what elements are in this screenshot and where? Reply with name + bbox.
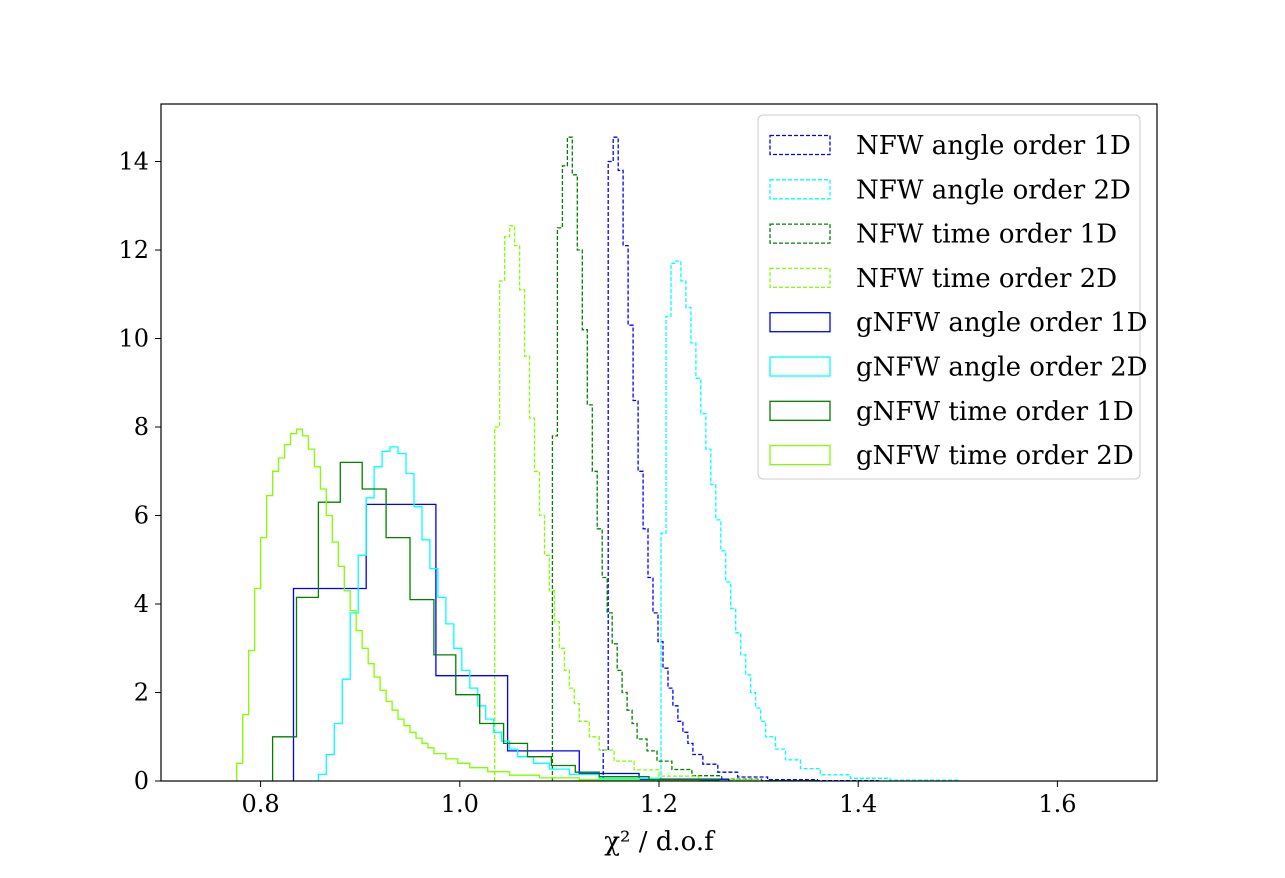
legend-label: gNFW time order 1D (856, 397, 1134, 427)
legend-entry-gnfw-time-order-2d: gNFW time order 2D (769, 441, 1134, 471)
y-tick-label: 14 (118, 148, 149, 176)
ticks-layer: 0.8 1.0 1.2 1.4 1.6 0 2 4 6 8 10 12 14 (118, 148, 1076, 818)
series-nfw-angle-order-1d (602, 136, 879, 782)
legend-entry-nfw-time-order-1d: NFW time order 1D (769, 220, 1117, 250)
legend-entry-gnfw-angle-order-1d: gNFW angle order 1D (769, 308, 1147, 338)
legend-entry-nfw-time-order-2d: NFW time order 2D (769, 264, 1117, 294)
x-axis-label: χ² / d.o.f (604, 827, 716, 857)
y-tick-label: 6 (134, 502, 149, 530)
y-tick-label: 2 (134, 679, 149, 707)
y-tick-label: 10 (118, 325, 149, 353)
x-tick-label: 1.6 (1038, 790, 1076, 818)
legend-swatch (769, 312, 831, 333)
legend-entry-nfw-angle-order-2d: NFW angle order 2D (769, 175, 1131, 205)
legend-frame (757, 114, 1141, 480)
y-tick-label: 0 (134, 767, 149, 795)
legend-swatch (769, 179, 831, 200)
legend-swatch (769, 356, 831, 377)
legend-entry-gnfw-angle-order-2d: gNFW angle order 2D (769, 353, 1147, 383)
legend-label: gNFW angle order 1D (856, 308, 1147, 338)
legend-entry-nfw-angle-order-1d: NFW angle order 1D (769, 131, 1131, 161)
series-gnfw-angle-order-2d (317, 446, 720, 781)
legend-label: NFW angle order 2D (856, 175, 1131, 205)
legend-label: gNFW angle order 2D (856, 353, 1147, 383)
x-tick-label: 1.0 (441, 790, 479, 818)
x-tick-label: 1.4 (839, 790, 877, 818)
legend: NFW angle order 1D NFW angle order 2D NFW … (757, 114, 1147, 480)
legend-swatch (769, 267, 831, 289)
legend-label: NFW time order 1D (856, 220, 1117, 250)
series-layer (236, 136, 959, 782)
x-tick-label: 0.8 (242, 790, 280, 818)
legend-swatch (769, 444, 831, 466)
series-nfw-time-order-2d (494, 225, 760, 781)
legend-label: NFW time order 2D (856, 264, 1117, 294)
y-tick-label: 4 (134, 590, 149, 618)
series-nfw-time-order-1d (551, 136, 820, 782)
y-tick-label: 8 (134, 413, 149, 441)
legend-label: NFW angle order 1D (856, 131, 1131, 161)
legend-swatch (769, 223, 831, 244)
x-tick-label: 1.2 (640, 790, 678, 818)
series-gnfw-time-order-2d (236, 428, 700, 782)
legend-label: gNFW time order 2D (856, 441, 1134, 471)
legend-entry-gnfw-time-order-1d: gNFW time order 1D (769, 397, 1134, 427)
legend-swatch (769, 400, 831, 421)
legend-swatch (769, 134, 831, 156)
y-tick-label: 12 (118, 236, 149, 264)
series-gnfw-time-order-1d (271, 461, 720, 781)
